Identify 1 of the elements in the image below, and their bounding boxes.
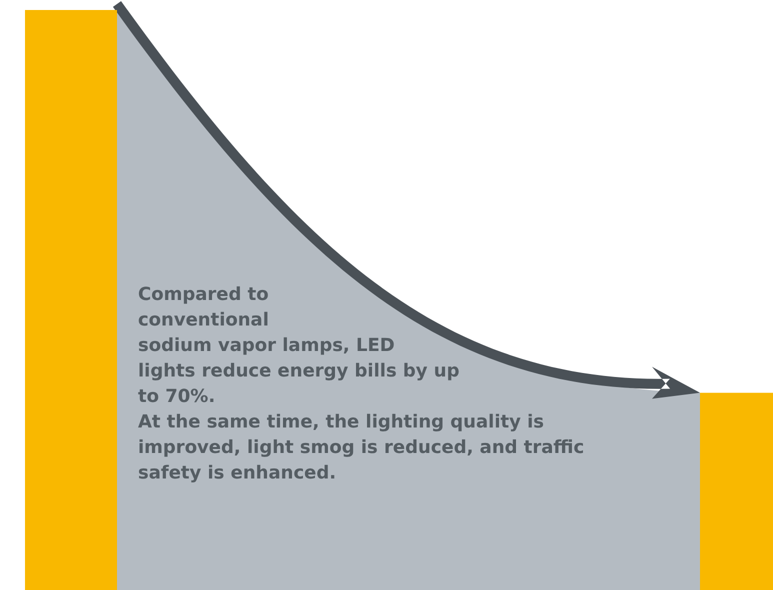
- annotation: Compared to conventional sodium vapor lamps, LED lights reduce energy bills by up to 70%. At the same time, the lighting quality is improved, light smog is reduced, and traffic safety is enhanced.: [138, 284, 584, 484]
